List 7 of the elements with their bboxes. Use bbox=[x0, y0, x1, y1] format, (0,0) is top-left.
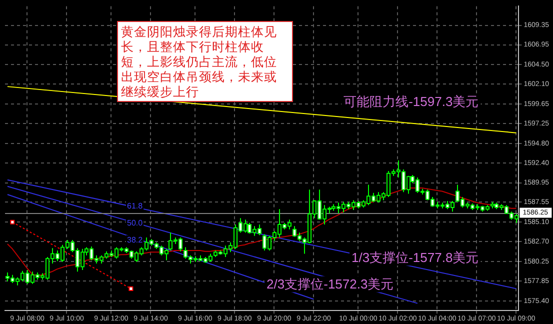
annotation: 黄金阴阳烛录得后期柱体见长，且整体下行时柱体收短，上影线仍占主流，低位出现空白体吊颈线，未来或继续缓步上行 bbox=[117, 21, 293, 102]
annotation: 50.0 bbox=[127, 218, 144, 228]
series-label: 2/3支撑位-1572.3美元 bbox=[266, 276, 394, 292]
series-label: 可能阻力线-1597.3美元 bbox=[344, 94, 479, 109]
series-label: 1/3支撑位-1577.8美元 bbox=[352, 250, 479, 265]
annotation: 61.8 bbox=[127, 201, 144, 210]
annotation: 38.2 bbox=[127, 235, 144, 244]
